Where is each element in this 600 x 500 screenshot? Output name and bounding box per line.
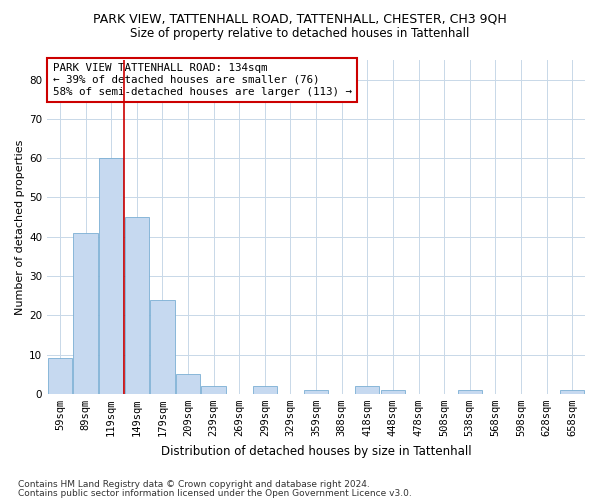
Bar <box>253 386 277 394</box>
Text: Contains public sector information licensed under the Open Government Licence v3: Contains public sector information licen… <box>18 489 412 498</box>
Bar <box>125 217 149 394</box>
Bar <box>304 390 328 394</box>
Bar <box>150 300 175 394</box>
Bar <box>176 374 200 394</box>
Bar <box>48 358 72 394</box>
Bar <box>73 233 98 394</box>
Y-axis label: Number of detached properties: Number of detached properties <box>15 139 25 314</box>
Bar <box>560 390 584 394</box>
Bar <box>99 158 124 394</box>
Bar <box>355 386 379 394</box>
Bar <box>458 390 482 394</box>
Bar <box>381 390 405 394</box>
Text: PARK VIEW TATTENHALL ROAD: 134sqm
← 39% of detached houses are smaller (76)
58% : PARK VIEW TATTENHALL ROAD: 134sqm ← 39% … <box>53 64 352 96</box>
Bar <box>202 386 226 394</box>
Text: Size of property relative to detached houses in Tattenhall: Size of property relative to detached ho… <box>130 28 470 40</box>
Text: Contains HM Land Registry data © Crown copyright and database right 2024.: Contains HM Land Registry data © Crown c… <box>18 480 370 489</box>
X-axis label: Distribution of detached houses by size in Tattenhall: Distribution of detached houses by size … <box>161 444 472 458</box>
Text: PARK VIEW, TATTENHALL ROAD, TATTENHALL, CHESTER, CH3 9QH: PARK VIEW, TATTENHALL ROAD, TATTENHALL, … <box>93 12 507 26</box>
